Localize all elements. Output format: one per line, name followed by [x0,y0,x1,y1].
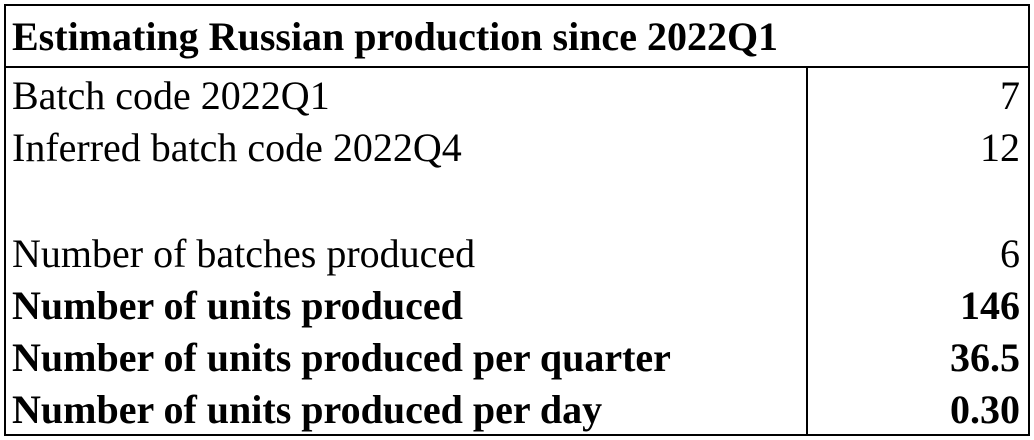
row-value: 6 [1000,231,1020,276]
table-row-units-per-quarter: Number of units produced per quarter 36.… [6,332,1028,384]
row-value: 12 [980,125,1020,170]
table-row-batches-produced: Number of batches produced 6 [6,228,1028,280]
row-label: Number of units produced [12,283,463,328]
column-divider [806,68,808,436]
table-row-batch-code-2022q1: Batch code 2022Q1 7 [6,70,1028,122]
table-title: Estimating Russian production since 2022… [6,6,1028,68]
table-row-inferred-batch-code-2022q4: Inferred batch code 2022Q4 12 [6,122,1028,174]
row-value: 0.30 [950,387,1020,432]
table-row-units-produced: Number of units produced 146 [6,280,1028,332]
production-estimate-table: Estimating Russian production since 2022… [4,4,1030,436]
row-label: Number of units produced per quarter [12,335,671,380]
row-value: 36.5 [950,335,1020,380]
row-label: Number of batches produced [12,231,476,276]
table-row-units-per-day: Number of units produced per day 0.30 [6,384,1028,436]
row-label: Number of units produced per day [12,387,603,432]
row-label: Batch code 2022Q1 [12,73,330,118]
row-value: 146 [960,283,1020,328]
row-value: 7 [1000,73,1020,118]
row-label: Inferred batch code 2022Q4 [12,125,462,170]
